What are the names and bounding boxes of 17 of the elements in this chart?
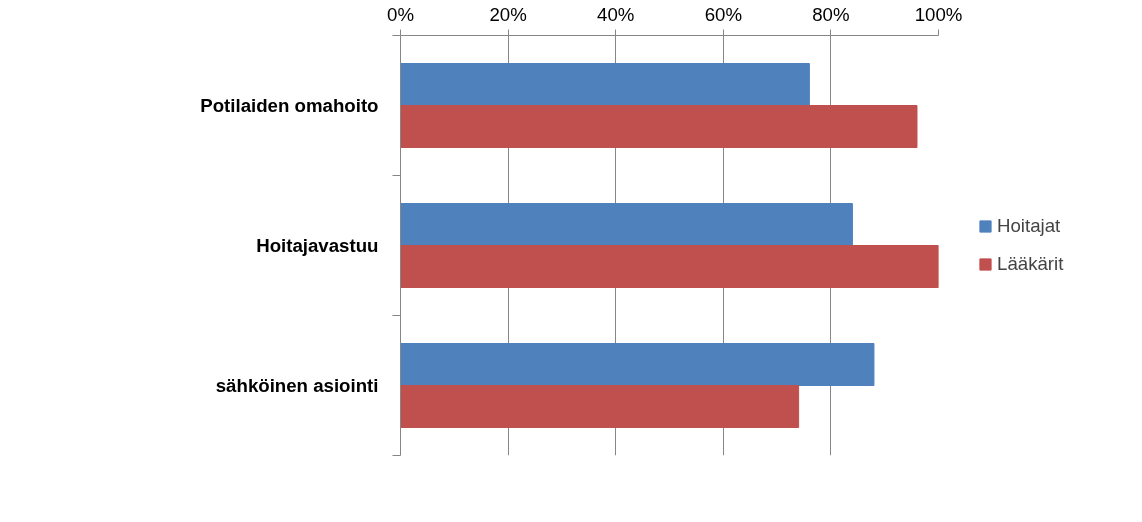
legend-label: Hoitajat — [997, 215, 1061, 237]
x-tick-label: 0% — [387, 3, 414, 25]
bar — [400, 343, 875, 386]
bar — [400, 63, 810, 106]
x-tick-label: 100% — [914, 3, 963, 25]
bar — [400, 385, 800, 428]
bar — [400, 203, 853, 246]
bar — [400, 245, 939, 288]
x-tick-label: 80% — [812, 3, 850, 25]
y-tick-label: Hoitajavastuu — [256, 235, 379, 256]
y-tick-label: Potilaiden omahoito — [200, 95, 379, 116]
y-tick-label: sähköinen asiointi — [215, 375, 379, 396]
legend-label: Lääkärit — [997, 253, 1064, 275]
x-tick-label: 40% — [597, 3, 635, 25]
bar — [400, 105, 918, 148]
x-tick-label: 60% — [704, 3, 742, 25]
x-tick-label: 20% — [489, 3, 527, 25]
